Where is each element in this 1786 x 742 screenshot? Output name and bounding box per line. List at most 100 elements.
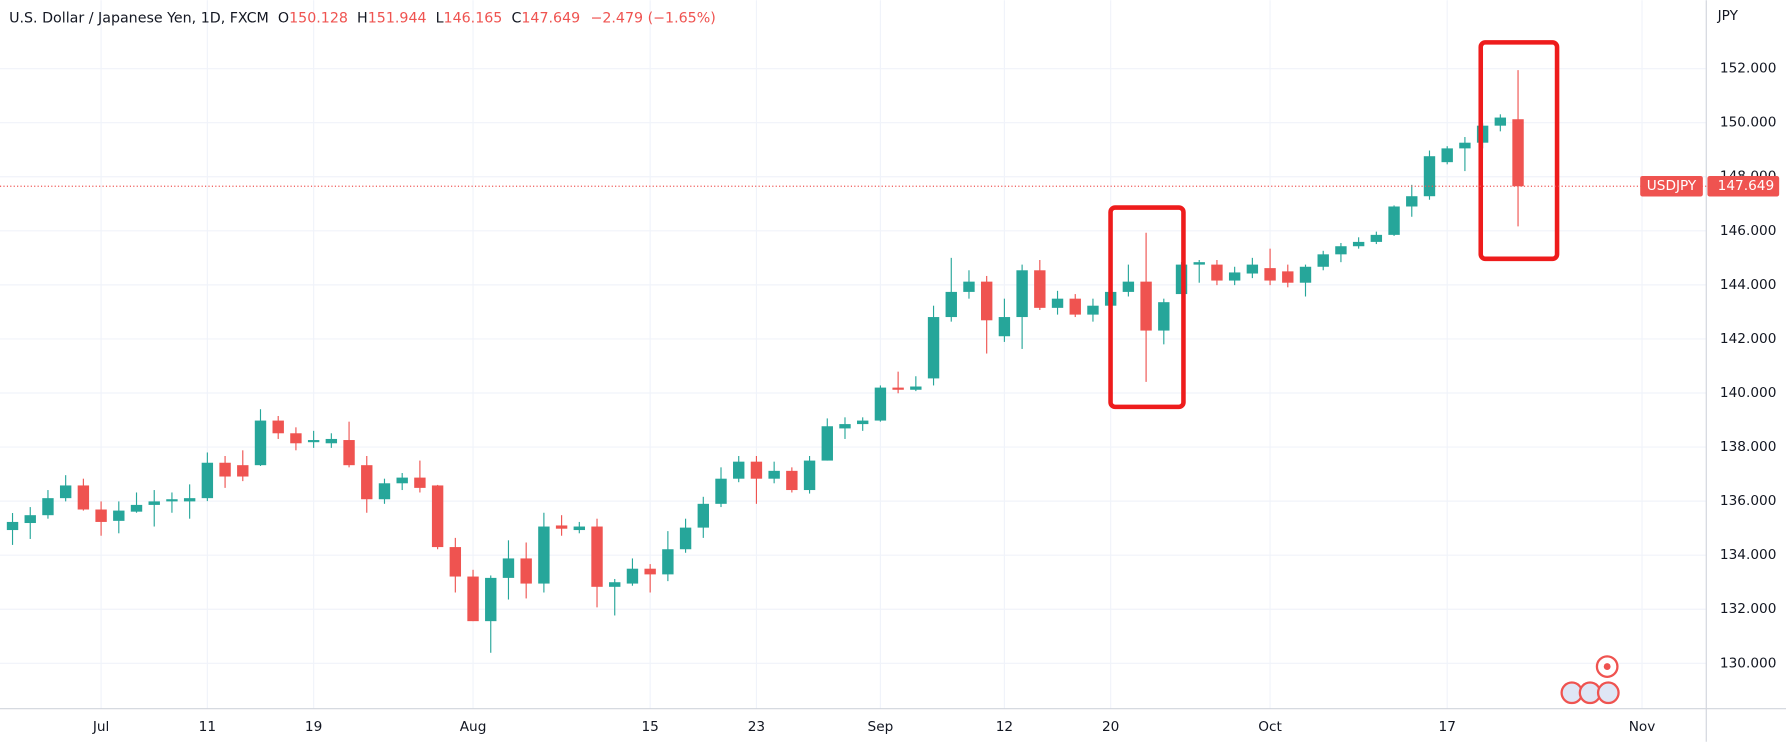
header-value: 150.128: [289, 10, 348, 26]
candle-body: [1016, 270, 1028, 318]
candle-body: [998, 317, 1011, 337]
candle-body: [1034, 270, 1046, 308]
candle-body: [396, 477, 408, 484]
candle-body: [1335, 246, 1347, 255]
candle-body: [1140, 281, 1152, 331]
candle-body: [95, 509, 107, 522]
y-unit: JPY: [1717, 8, 1739, 24]
y-tick-label: 146.000: [1720, 223, 1776, 239]
candle-body: [768, 470, 780, 479]
candle-body: [1299, 266, 1312, 283]
candle-body: [1228, 272, 1241, 281]
candle-body: [538, 526, 550, 584]
event-icon-dot: [1603, 663, 1611, 670]
price-axis: 130.000 132.000 134.000 136.000 138.000 140.0…: [1720, 61, 1776, 672]
x-tick-label: 15: [641, 719, 658, 735]
symbol-tag-bg: [1640, 175, 1703, 197]
header-title: U.S. Dollar / Japanese Yen, 1D, FXCM: [9, 10, 269, 26]
candle-body: [1512, 119, 1524, 187]
candle-body: [1317, 254, 1329, 267]
x-tick-label: Jul: [92, 719, 109, 735]
candle-body: [1087, 305, 1099, 315]
candle-body: [113, 510, 125, 521]
highlight-box: [1108, 205, 1186, 410]
candle-body: [1423, 156, 1436, 197]
header-label: L: [436, 10, 444, 26]
candle-body: [520, 558, 532, 584]
y-tick-label: 140.000: [1720, 385, 1776, 401]
candle-body: [254, 420, 267, 466]
event-icons[interactable]: [1560, 655, 1620, 705]
candle-body: [325, 438, 338, 444]
x-tick-label: Oct: [1258, 719, 1282, 735]
header-value: 146.165: [444, 10, 503, 26]
y-tick-label: 134.000: [1720, 547, 1776, 563]
x-tick-label: Nov: [1629, 719, 1656, 735]
price-tag: USDJPY 147.649: [0, 175, 1780, 197]
candle-body: [786, 470, 798, 491]
price-tag-bg: [1707, 175, 1780, 197]
y-tick-label: 130.000: [1720, 655, 1776, 671]
candle-body: [839, 424, 851, 429]
candle-body: [42, 498, 54, 516]
candle-body: [910, 386, 922, 390]
candle-body: [148, 501, 160, 505]
candle-body: [591, 526, 603, 587]
candle-body: [378, 483, 391, 500]
candle-body: [750, 461, 763, 479]
header: U.S. Dollar / Japanese Yen, 1D, FXCM O15…: [9, 10, 716, 26]
candle-body: [272, 420, 284, 434]
candle-body: [662, 549, 674, 575]
candle-body: [1282, 271, 1294, 283]
candle-body: [945, 291, 957, 318]
event-icon[interactable]: [1596, 681, 1620, 705]
y-tick-label: 138.000: [1720, 439, 1776, 455]
header-label: O: [278, 10, 289, 26]
candle-body: [1494, 117, 1507, 126]
y-tick-label: 132.000: [1720, 601, 1776, 617]
candle-body: [502, 558, 515, 578]
candle-body: [1122, 281, 1135, 292]
candle-body: [307, 440, 320, 443]
candle-body: [644, 568, 656, 575]
candle-body: [467, 576, 479, 622]
candle-body: [1158, 302, 1170, 331]
candle-body: [609, 582, 621, 587]
header-value: 147.649: [521, 10, 580, 26]
candle-body: [1406, 196, 1418, 207]
candle-body: [715, 478, 727, 504]
candle-body: [166, 499, 178, 502]
candle-body: [1370, 234, 1383, 242]
candle-body: [1051, 298, 1064, 308]
y-tick-label: 142.000: [1720, 331, 1776, 347]
header-label: H: [357, 10, 368, 26]
candle-body: [485, 577, 497, 622]
symbol-tag: USDJPY: [1647, 178, 1697, 194]
x-tick-label: Sep: [868, 719, 894, 735]
candle-body: [697, 503, 709, 528]
candle-body: [130, 504, 143, 512]
candle-body: [1246, 264, 1259, 274]
candle-body: [821, 426, 833, 461]
candle-body: [573, 526, 586, 531]
candle-body: [1388, 206, 1400, 235]
candle-body: [1069, 298, 1081, 315]
candle-body: [626, 568, 639, 584]
candle-body: [963, 281, 975, 292]
candle-body: [59, 485, 72, 499]
candle-body: [1193, 262, 1205, 265]
candle-body: [1211, 264, 1223, 281]
candle-body: [219, 462, 231, 477]
price-tag-label: 147.649: [1718, 178, 1774, 194]
candle-body: [361, 465, 373, 500]
x-tick-label: 20: [1102, 719, 1119, 735]
candle-body: [431, 485, 444, 548]
candle-body: [927, 317, 940, 379]
x-tick-label: 11: [199, 719, 216, 735]
candle-body: [1352, 241, 1365, 247]
y-tick-label: 152.000: [1720, 61, 1776, 77]
candle-body: [1441, 148, 1453, 163]
